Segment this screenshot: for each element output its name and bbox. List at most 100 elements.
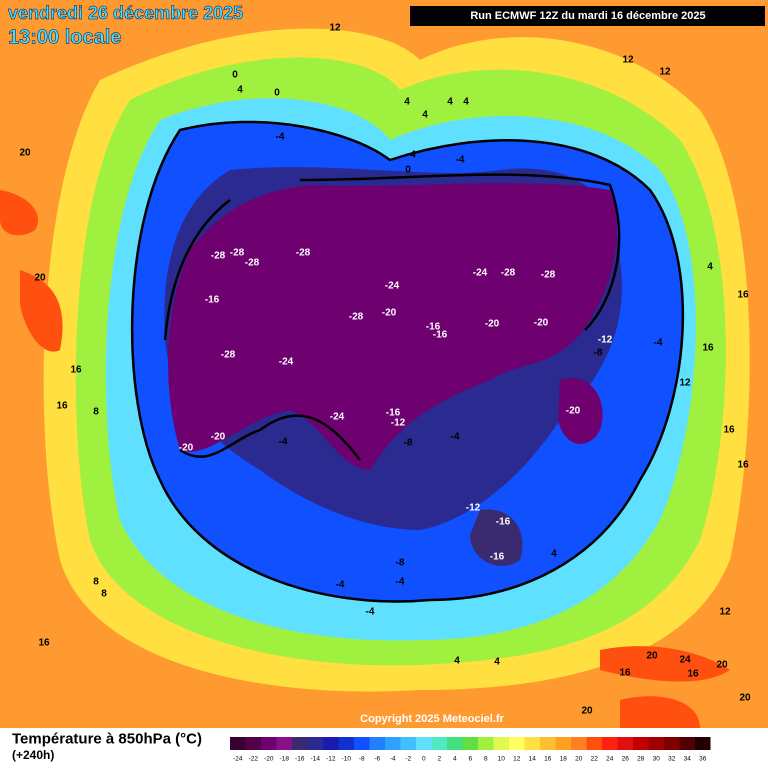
contour-label: 0 — [232, 70, 238, 81]
contour-label: 16 — [38, 638, 50, 649]
contour-label: 20 — [739, 693, 751, 704]
contour-label: 4 — [454, 656, 460, 667]
contour-label: 8 — [93, 407, 99, 418]
legend-tick: 0 — [422, 756, 426, 763]
date: vendredi 26 décembre 2025 — [8, 3, 243, 23]
legend-tick: 28 — [637, 756, 645, 763]
contour-label: 0 — [405, 165, 411, 176]
contour-label: -4 — [654, 338, 663, 349]
run-info: Run ECMWF 12Z du mardi 16 décembre 2025 — [470, 10, 705, 22]
legend-tick: 6 — [468, 756, 472, 763]
legend-swatch — [245, 737, 261, 750]
legend-tick: -24 — [233, 756, 243, 763]
legend-swatch — [586, 737, 602, 750]
legend-tick: 18 — [560, 756, 568, 763]
legend-swatch — [633, 737, 649, 750]
contour-label: -4 — [396, 577, 405, 588]
contour-label: -24 — [385, 281, 400, 292]
contour-label: 4 — [410, 150, 416, 161]
legend-swatch — [617, 737, 633, 750]
legend-tick: 4 — [453, 756, 457, 763]
contour-label: 16 — [56, 401, 68, 412]
contour-label: 16 — [737, 290, 749, 301]
legend-tick: -2 — [405, 756, 411, 763]
contour-label: 12 — [719, 607, 731, 618]
contour-label: -8 — [404, 438, 413, 449]
contour-label: 8 — [101, 589, 107, 600]
legend-tick: -18 — [280, 756, 290, 763]
legend-tick: 16 — [544, 756, 552, 763]
contour-label: -28 — [245, 258, 260, 269]
contour-label: -28 — [221, 350, 236, 361]
legend-tick: -12 — [326, 756, 336, 763]
legend-tick: -6 — [374, 756, 380, 763]
run-banner — [410, 6, 765, 26]
contour-label: -20 — [179, 443, 194, 454]
contour-label: -20 — [382, 308, 397, 319]
contour-label: -16 — [490, 552, 505, 563]
contour-label: -20 — [566, 406, 581, 417]
legend-swatch — [431, 737, 447, 750]
contour-label: 24 — [679, 655, 691, 666]
contour-label: 16 — [619, 668, 631, 679]
contour-label: 20 — [716, 660, 728, 671]
legend-swatch — [493, 737, 509, 750]
legend-swatch — [276, 737, 292, 750]
legend-tick: -14 — [311, 756, 321, 763]
legend-tick: 34 — [684, 756, 692, 763]
contour-label: 16 — [702, 343, 714, 354]
contour-label: 16 — [723, 425, 735, 436]
legend-swatch — [555, 737, 571, 750]
contour-label: 16 — [70, 365, 82, 376]
legend-tick: -22 — [249, 756, 259, 763]
contour-label: 20 — [19, 148, 31, 159]
contour-label: -28 — [501, 268, 516, 279]
legend-tick: 26 — [622, 756, 630, 763]
contour-label: 4 — [463, 97, 469, 108]
legend-swatch — [354, 737, 370, 750]
legend-swatch — [540, 737, 556, 750]
legend-swatch — [261, 737, 277, 750]
contour-label: 20 — [646, 651, 658, 662]
legend-tick: -8 — [359, 756, 365, 763]
legend-swatch — [369, 737, 385, 750]
contour-label: -28 — [349, 312, 364, 323]
time: 13:00 locale — [8, 27, 121, 49]
contour-label: -16 — [205, 295, 220, 306]
contour-label: 8 — [93, 577, 99, 588]
legend-tick: 2 — [437, 756, 441, 763]
legend-tick: 14 — [529, 756, 537, 763]
contour-label: -20 — [534, 318, 549, 329]
legend-swatch — [416, 737, 432, 750]
contour-label: -28 — [541, 270, 556, 281]
legend-swatch — [323, 737, 339, 750]
contour-label: -20 — [485, 319, 500, 330]
legend-swatch — [695, 737, 711, 750]
contour-label: -12 — [466, 503, 481, 514]
contour-label: 20 — [34, 273, 46, 284]
legend-tick: 22 — [591, 756, 599, 763]
contour-label: -12 — [391, 418, 406, 429]
contour-label: 12 — [679, 378, 691, 389]
contour-label: -4 — [276, 132, 285, 143]
contour-label: -16 — [426, 322, 441, 333]
legend-swatch — [307, 737, 323, 750]
legend-swatch — [462, 737, 478, 750]
lead-time: (+240h) — [12, 748, 54, 762]
contour-label: -24 — [473, 268, 488, 279]
zone-cold-pool — [470, 509, 523, 566]
legend-swatch — [447, 737, 463, 750]
legend-swatch — [664, 737, 680, 750]
contour-label: -4 — [451, 432, 460, 443]
legend-tick: 12 — [513, 756, 521, 763]
legend-tick: 30 — [653, 756, 661, 763]
legend-swatch — [509, 737, 525, 750]
legend-tick: 10 — [498, 756, 506, 763]
contour-label: -28 — [211, 251, 226, 262]
contour-label: 4 — [404, 97, 410, 108]
legend-tick: 36 — [699, 756, 707, 763]
legend-tick: -20 — [264, 756, 274, 763]
contour-label: -4 — [456, 155, 465, 166]
contour-label: 0 — [274, 88, 280, 99]
